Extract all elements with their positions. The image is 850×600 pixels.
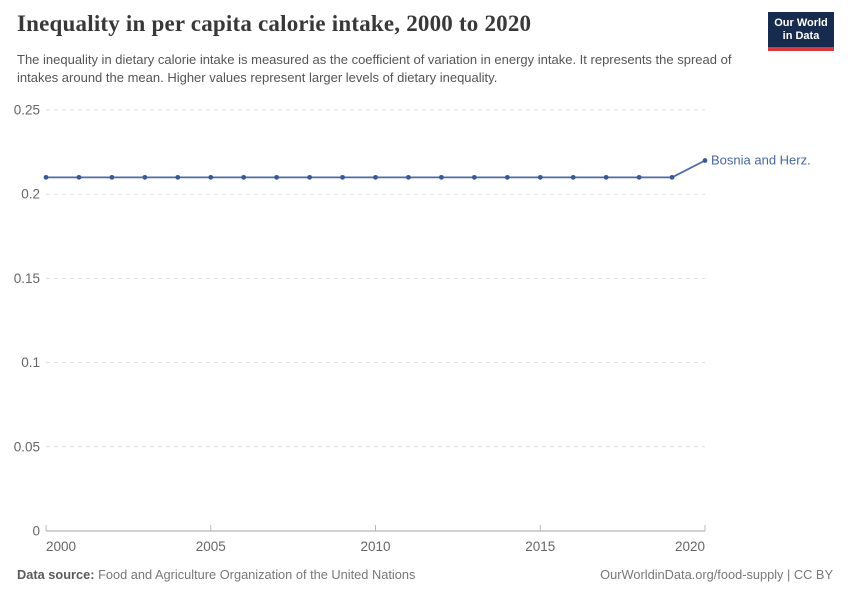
data-point[interactable]	[504, 174, 510, 180]
data-point[interactable]	[274, 174, 280, 180]
data-point[interactable]	[175, 174, 181, 180]
x-axis-tick-label: 2000	[46, 539, 76, 554]
y-axis-tick-label: 0.05	[14, 439, 40, 454]
chart-canvas[interactable]: 0 0.05 0.1 0.15 0.2 0.25 2000 2005 2010 2015 2020 B…	[0, 100, 850, 560]
logo-line2: in Data	[782, 30, 820, 42]
data-point[interactable]	[340, 174, 345, 180]
data-point[interactable]	[208, 174, 214, 180]
y-axis-tick-label: 0.2	[21, 187, 40, 202]
logo-line1: Our World	[774, 17, 828, 29]
x-axis-tick-label: 2020	[675, 539, 705, 554]
data-point[interactable]	[537, 174, 543, 180]
data-source: Data source: Food and Agriculture Organi…	[17, 567, 415, 582]
y-axis-tick-label: 0.15	[14, 271, 40, 286]
x-axis-tick-label: 2005	[196, 539, 226, 554]
data-point[interactable]	[669, 174, 675, 180]
page-title: Inequality in per capita calorie intake,…	[17, 11, 532, 36]
line-chart[interactable]: 0 0.05 0.1 0.15 0.2 0.25 2000 2005 2010 2015 2020 B…	[0, 100, 850, 560]
data-point[interactable]	[241, 174, 247, 180]
data-point[interactable]	[307, 174, 312, 180]
data-point[interactable]	[636, 174, 642, 180]
x-axis-tick-label: 2015	[525, 539, 555, 554]
data-point[interactable]	[142, 174, 148, 180]
data-source-value: Food and Agriculture Organization of the…	[94, 567, 416, 582]
data-point[interactable]	[373, 174, 378, 180]
data-source-label: Data source:	[17, 567, 95, 582]
y-axis-tick-label: 0	[32, 524, 40, 539]
y-axis-tick-label: 0.1	[21, 355, 40, 370]
data-point[interactable]	[109, 174, 115, 180]
data-point[interactable]	[439, 174, 444, 180]
owid-logo: Our World in Data	[768, 12, 834, 51]
data-point[interactable]	[570, 174, 576, 180]
data-point[interactable]	[43, 174, 49, 180]
series-line[interactable]	[45, 159, 706, 179]
chart-subtitle: The inequality in dietary calorie intake…	[17, 52, 732, 85]
license-link[interactable]: OurWorldinData.org/food-supply | CC BY	[600, 567, 833, 582]
entity-label[interactable]: Bosnia and Herz.	[711, 153, 811, 168]
data-point[interactable]	[603, 174, 609, 180]
data-point[interactable]	[471, 174, 477, 180]
data-point[interactable]	[76, 174, 82, 180]
data-point[interactable]	[406, 174, 411, 180]
x-axis-tick-label: 2010	[360, 539, 390, 554]
y-axis-tick-label: 0.25	[14, 103, 40, 118]
data-point[interactable]	[702, 158, 708, 163]
chart-footer: Data source: Food and Agriculture Organi…	[17, 567, 833, 582]
